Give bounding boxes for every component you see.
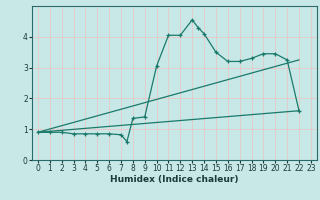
X-axis label: Humidex (Indice chaleur): Humidex (Indice chaleur) bbox=[110, 175, 239, 184]
